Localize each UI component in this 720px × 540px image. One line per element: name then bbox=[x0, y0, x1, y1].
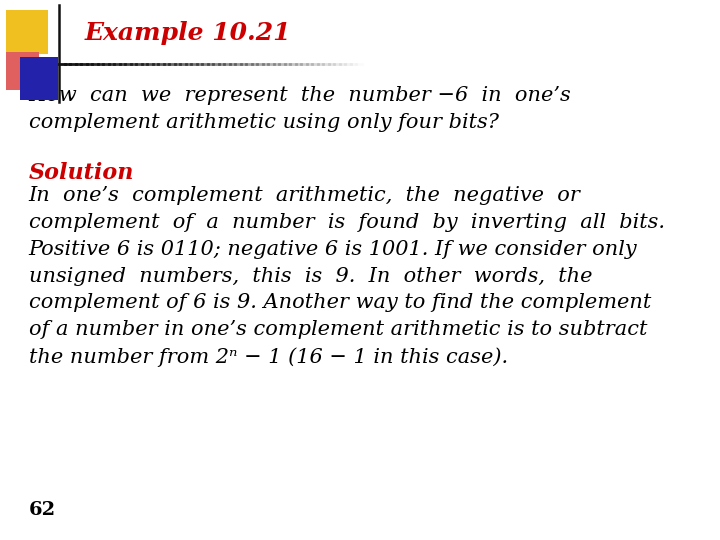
Text: How  can  we  represent  the  number −6  in  one’s
complement arithmetic using o: How can we represent the number −6 in on… bbox=[29, 86, 572, 132]
Text: Solution: Solution bbox=[29, 162, 134, 184]
Text: 62: 62 bbox=[29, 502, 56, 519]
Text: In  one’s  complement  arithmetic,  the  negative  or
complement  of  a  number : In one’s complement arithmetic, the nega… bbox=[29, 186, 665, 367]
Text: Example 10.21: Example 10.21 bbox=[85, 22, 292, 45]
